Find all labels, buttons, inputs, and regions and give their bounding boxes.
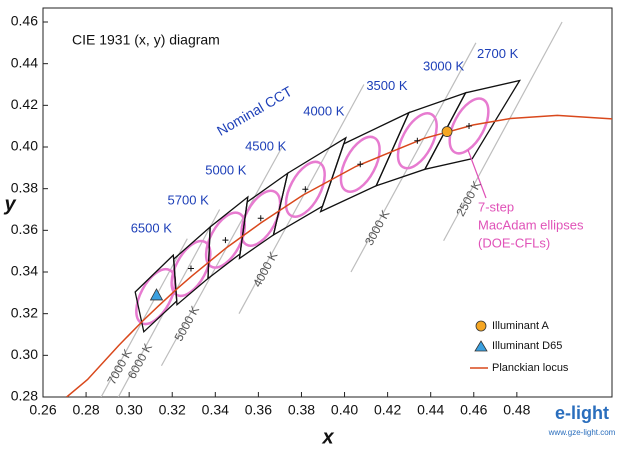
macadam-ellipse [240,189,282,247]
macadam-ellipse [448,97,490,155]
macadam-ellipse [339,135,381,193]
x-tick-label: 0.38 [288,402,315,418]
isotherm [160,146,283,367]
legend-label: Illuminant A [492,320,550,332]
legend-label: Planckian locus [492,362,569,374]
logo-bg [540,398,624,444]
illuminant [149,288,164,301]
ellipse-note: (DOE-CFLs) [478,235,550,250]
isotherm [100,238,188,397]
quadrangle-label: 6500 K [131,221,173,236]
isotherm [443,21,563,242]
illuminant [441,126,453,137]
y-tick-label: 0.40 [11,138,38,154]
x-tick-label: 0.40 [331,402,358,418]
isotherm [350,42,477,273]
chart-title: CIE 1931 (x, y) diagram [72,32,220,48]
quadrangle-label: 5700 K [168,192,210,207]
logo-url: www.gze-light.com [548,428,616,437]
center-marker [357,161,364,168]
legend-marker [474,340,488,352]
y-axis-label: y [3,193,16,215]
legend-label: Illuminant D65 [492,340,562,352]
quadrangle-label: 2700 K [477,46,519,61]
macadam-ellipse [204,211,247,269]
y-tick-label: 0.38 [11,179,38,195]
x-tick-label: 0.30 [116,402,143,418]
x-tick-label: 0.32 [159,402,186,418]
x-tick-label: 0.36 [245,402,272,418]
legend-marker [475,320,487,332]
quadrangle-label: 3500 K [366,78,408,93]
isotherm [238,84,365,314]
pointer [467,149,487,199]
quadrangle-label: 4000 K [303,103,345,118]
y-tick-label: 0.46 [11,13,38,29]
y-tick-label: 0.44 [11,54,38,70]
macadam-ellipse [284,160,326,218]
x-tick-label: 0.46 [460,402,487,418]
center-marker [466,122,473,129]
legend-box [466,312,606,384]
macadam-ellipse [396,112,438,170]
y-tick-label: 0.42 [11,96,38,112]
quadrangle [423,79,521,171]
center-marker [302,186,309,193]
center-marker [414,137,421,144]
y-tick-label: 0.32 [11,304,38,320]
x-tick-label: 0.44 [417,402,444,418]
x-tick-label: 0.34 [202,402,229,418]
ellipse-note: MacAdam ellipses [478,217,584,232]
center-marker [257,215,264,222]
x-axis-label: x [321,426,334,448]
center-marker [187,265,194,272]
y-tick-label: 0.36 [11,221,38,237]
y-tick-label: 0.28 [11,388,38,404]
logo-brand: e-light [555,403,609,423]
locus [66,114,612,397]
x-tick-label: 0.48 [503,402,530,418]
title-box [60,26,270,56]
ellipse-note: 7-step [478,199,514,214]
quadrangle-label: 4500 K [245,139,287,154]
y-tick-label: 0.30 [11,346,38,362]
y-tick-label: 0.34 [11,263,38,279]
quadrangle-label: 3000 K [423,58,465,73]
x-tick-label: 0.26 [29,402,56,418]
quadrangle-label: 5000 K [205,162,247,177]
x-tick-label: 0.28 [72,402,99,418]
center-marker [222,237,229,244]
x-tick-label: 0.42 [374,402,401,418]
